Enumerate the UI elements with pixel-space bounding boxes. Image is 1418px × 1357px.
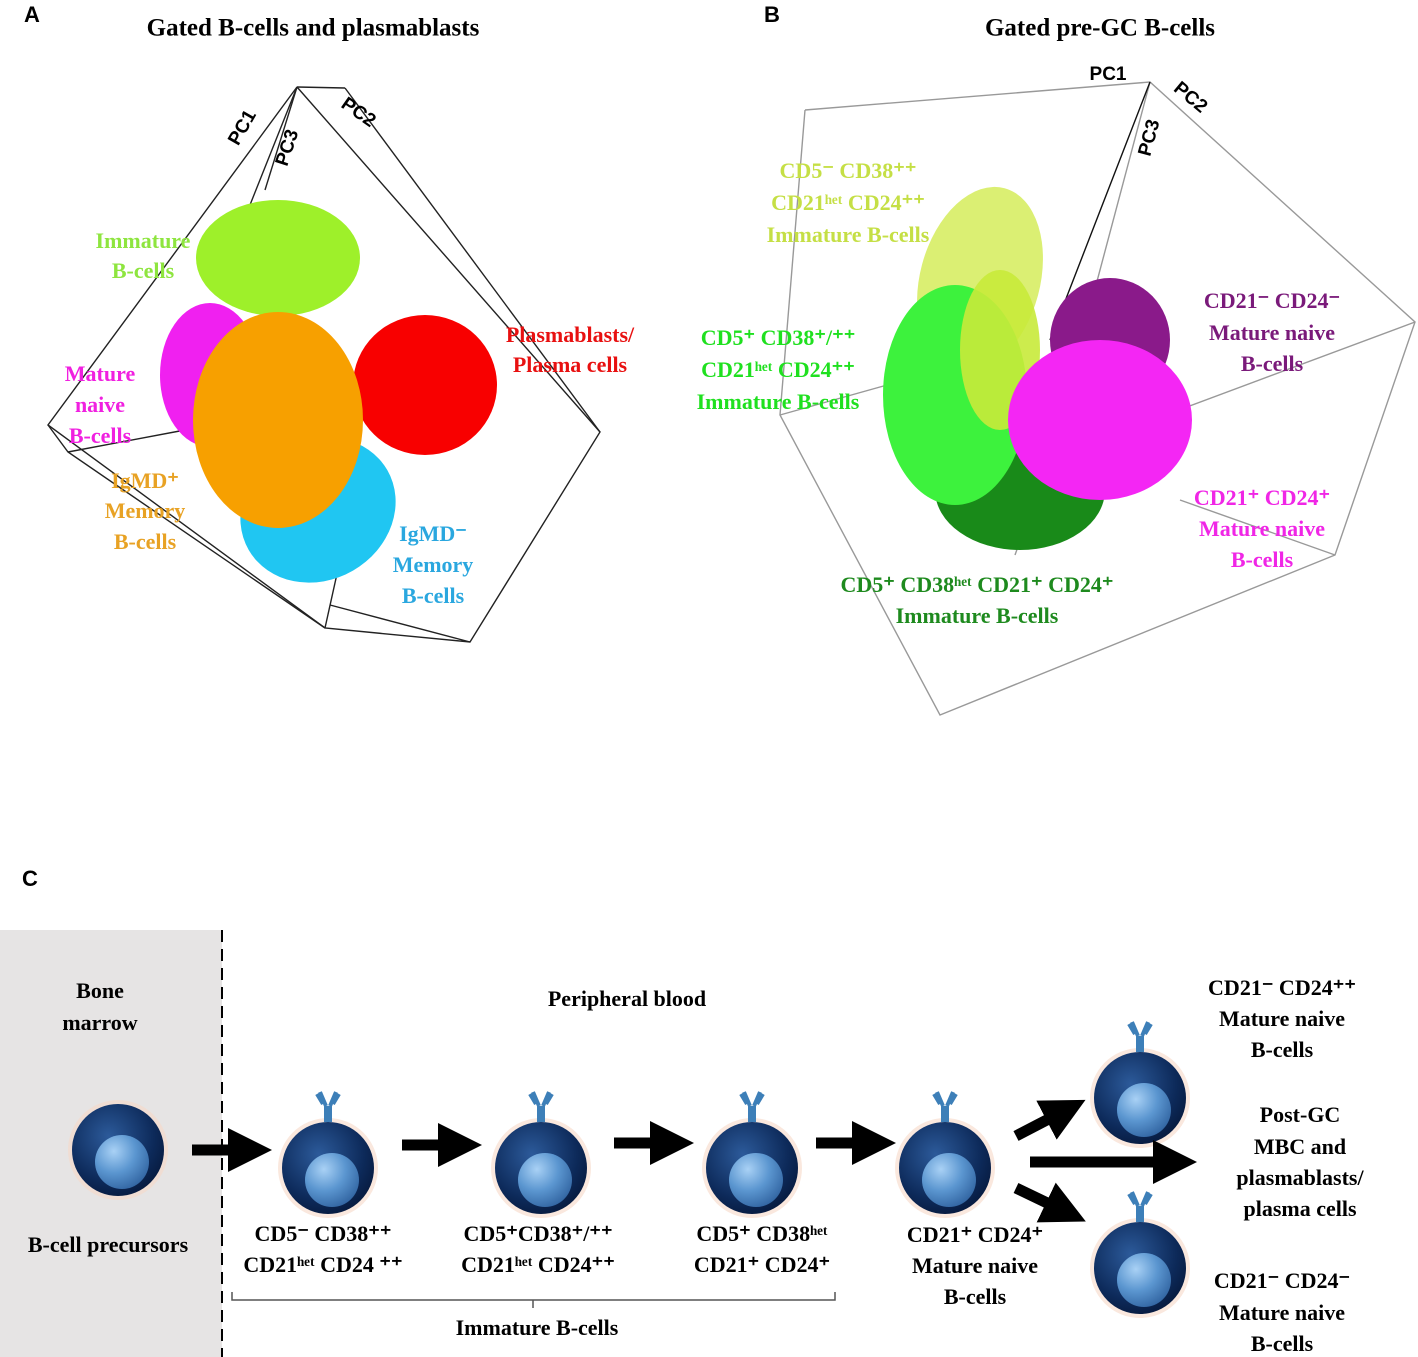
cluster-label: CD21ʰᵉᵗ CD24⁺⁺ bbox=[701, 357, 855, 382]
stage-label: CD21ʰᵉᵗ CD24 ⁺⁺ bbox=[243, 1252, 402, 1277]
region-label: Bone bbox=[76, 978, 124, 1003]
cluster-label: Memory bbox=[105, 498, 186, 523]
cluster-label: CD21ʰᵉᵗ CD24⁺⁺ bbox=[771, 190, 925, 215]
outcome-label: MBC and bbox=[1254, 1134, 1346, 1159]
cube-wireframe bbox=[47, 86, 601, 643]
cluster-label: CD21⁺ CD24⁺ bbox=[1194, 485, 1330, 510]
region-label: Peripheral blood bbox=[548, 986, 706, 1011]
panel-title: Gated pre-GC B-cells bbox=[985, 15, 1215, 42]
outcome-label: plasma cells bbox=[1243, 1196, 1356, 1221]
cell-label: B-cell precursors bbox=[28, 1232, 189, 1257]
cluster-label: CD5⁻ CD38⁺⁺ bbox=[780, 158, 917, 183]
stage-label: CD5⁻ CD38⁺⁺ bbox=[255, 1221, 392, 1246]
cluster-label: B-cells bbox=[69, 423, 132, 448]
cluster-label: Mature naive bbox=[1199, 516, 1325, 541]
outcome-label: B-cells bbox=[1251, 1037, 1314, 1062]
cluster-label: Immature B-cells bbox=[96, 228, 191, 283]
cluster-label: B-cells bbox=[1241, 351, 1304, 376]
label-line: B-cells bbox=[112, 258, 175, 283]
cluster-label: CD21⁻ CD24⁻ bbox=[1204, 288, 1340, 313]
cluster-label: CD5⁺ CD38⁺/⁺⁺ bbox=[701, 325, 856, 350]
cluster-label: Immature B-cells bbox=[896, 603, 1059, 628]
outcome-label: Mature naive bbox=[1219, 1006, 1345, 1031]
axis-label: PC1 bbox=[1090, 64, 1127, 85]
stage-label: Mature naive bbox=[912, 1253, 1038, 1278]
stage-label: CD5⁺ CD38ʰᵉᵗ bbox=[696, 1221, 828, 1246]
cluster-label: Plasmablasts/ bbox=[506, 322, 635, 347]
outcome-label: CD21⁻ CD24⁻ bbox=[1214, 1268, 1350, 1293]
panel-letter: C bbox=[22, 866, 38, 891]
cluster-cloud bbox=[160, 200, 497, 583]
arrows bbox=[192, 1099, 1197, 1223]
cluster-label: Immature B-cells bbox=[767, 222, 930, 247]
label-line: Immature bbox=[96, 228, 191, 253]
cluster-label: Memory bbox=[393, 552, 474, 577]
cluster-label: B-cells bbox=[402, 583, 465, 608]
cluster-label: Plasma cells bbox=[513, 352, 628, 377]
panel-letter: B bbox=[764, 2, 780, 27]
stage-label: CD21ʰᵉᵗ CD24⁺⁺ bbox=[461, 1252, 615, 1277]
stage-label: CD21⁺ CD24⁺ bbox=[694, 1252, 830, 1277]
group-label: Immature B-cells bbox=[456, 1315, 619, 1340]
outcome-label: Mature naive bbox=[1219, 1300, 1345, 1325]
bracket bbox=[231, 1292, 836, 1308]
outcome-label: Post-GC bbox=[1260, 1102, 1341, 1127]
outcome-label: B-cells bbox=[1251, 1331, 1314, 1356]
cluster-label: IgMD⁺ bbox=[111, 468, 179, 493]
outcome-label: CD21⁻ CD24⁺⁺ bbox=[1208, 975, 1356, 1000]
panel-letter: A bbox=[24, 2, 40, 27]
axis-label: PC2 bbox=[1169, 78, 1211, 118]
cluster-cloud bbox=[883, 186, 1192, 550]
cluster-label: naive bbox=[75, 392, 125, 417]
cluster-label: IgMD⁻ bbox=[399, 521, 467, 546]
stage-label: B-cells bbox=[944, 1284, 1007, 1309]
outcome-label: plasmablasts/ bbox=[1236, 1165, 1364, 1190]
region-label: marrow bbox=[62, 1010, 137, 1035]
cluster-label: Mature bbox=[65, 361, 136, 386]
cluster-label: B-cells bbox=[114, 529, 177, 554]
panel-title: Gated B-cells and plasmablasts bbox=[147, 15, 480, 42]
cluster-label: CD5⁺ CD38ʰᵉᵗ CD21⁺ CD24⁺ bbox=[841, 572, 1114, 597]
stage-label: CD5⁺CD38⁺/⁺⁺ bbox=[463, 1221, 612, 1246]
cluster-label: Immature B-cells bbox=[697, 389, 860, 414]
cluster-label: Mature naive bbox=[1209, 320, 1335, 345]
axis-label: PC3 bbox=[272, 127, 303, 169]
axis-line bbox=[1049, 81, 1151, 341]
cluster-label: B-cells bbox=[1231, 547, 1294, 572]
stage-label: CD21⁺ CD24⁺ bbox=[907, 1222, 1043, 1247]
